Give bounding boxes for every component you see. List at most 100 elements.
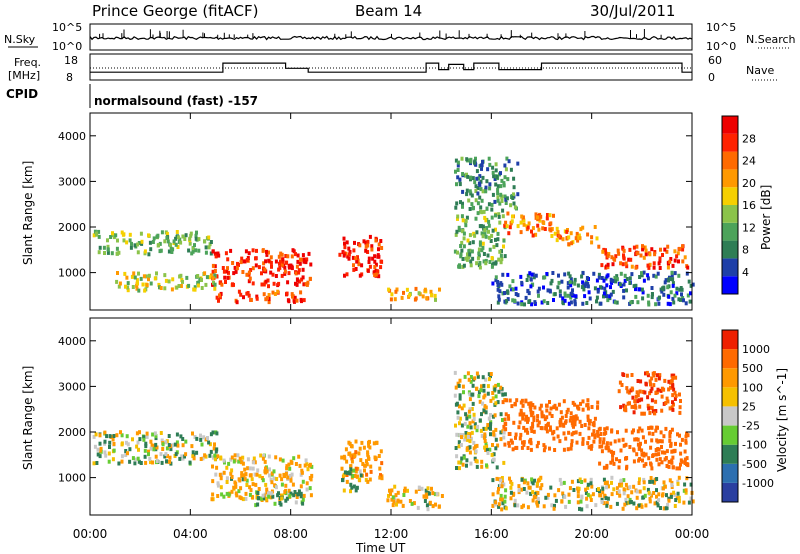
heatmap-cell: [248, 466, 252, 471]
heatmap-cell: [514, 286, 518, 291]
heatmap-cell: [285, 464, 289, 469]
heatmap-cell: [504, 488, 508, 493]
heatmap-cell: [535, 483, 539, 488]
colorbar-swatch: [722, 406, 738, 426]
heatmap-cell: [638, 489, 642, 494]
heatmap-cell: [392, 499, 396, 504]
heatmap-cell: [494, 394, 498, 399]
heatmap-cell: [494, 260, 498, 265]
heatmap-cell: [267, 491, 270, 495]
heatmap-cell: [622, 255, 626, 260]
heatmap-cell: [208, 453, 212, 458]
heatmap-cell: [267, 258, 271, 263]
heatmap-cell: [465, 414, 469, 419]
heatmap-cell: [241, 270, 245, 274]
heatmap-cell: [611, 262, 615, 267]
heatmap-cell: [486, 253, 490, 258]
heatmap-cell: [657, 452, 661, 457]
heatmap-cell: [677, 246, 681, 251]
heatmap-cell: [478, 399, 482, 404]
heatmap-cell: [473, 425, 477, 430]
heatmap-cell: [343, 241, 346, 246]
heatmap-cell: [602, 440, 605, 445]
heatmap-cell: [527, 291, 531, 296]
heatmap-cell: [569, 416, 573, 420]
heatmap-cell: [373, 265, 377, 269]
heatmap-cell: [157, 282, 161, 287]
y-tick-label: 2000: [58, 426, 86, 439]
heatmap-cell: [308, 486, 312, 491]
heatmap-cell: [567, 235, 571, 240]
heatmap-cell: [431, 491, 435, 496]
heatmap-cell: [401, 503, 405, 508]
heatmap-cell: [606, 265, 610, 270]
heatmap-cell: [484, 410, 488, 415]
heatmap-cell: [586, 398, 590, 403]
heatmap-cell: [468, 450, 472, 455]
heatmap-cell: [674, 375, 678, 380]
colorbar-tick-label: 24: [742, 155, 756, 168]
heatmap-cell: [484, 441, 488, 446]
heatmap-cell: [248, 473, 252, 478]
heatmap-cell: [671, 283, 675, 288]
heatmap-cell: [457, 264, 461, 269]
heatmap-cell: [664, 401, 668, 405]
heatmap-cell: [562, 431, 566, 436]
heatmap-cell: [272, 281, 276, 286]
heatmap-cell: [245, 483, 249, 487]
heatmap-cell: [167, 434, 171, 438]
heatmap-cell: [367, 256, 371, 261]
heatmap-cell: [530, 477, 534, 482]
heatmap-cell: [503, 254, 507, 259]
heatmap-cell: [628, 281, 632, 285]
heatmap-cell: [368, 264, 372, 269]
heatmap-cell: [677, 273, 681, 278]
heatmap-cell: [508, 284, 512, 289]
heatmap-cell: [458, 416, 462, 421]
heatmap-cell: [354, 450, 358, 455]
heatmap-cell: [454, 446, 458, 450]
heatmap-cell: [520, 445, 524, 450]
heatmap-cell: [540, 410, 544, 415]
colorbar-tick-label: -100: [742, 439, 767, 452]
heatmap-cell: [480, 459, 484, 464]
heatmap-cell: [473, 456, 477, 461]
heatmap-cell: [532, 418, 536, 423]
heatmap-cell: [494, 427, 498, 432]
heatmap-cell: [380, 461, 384, 466]
y-tick-label: 1000: [58, 267, 86, 280]
heatmap-cell: [345, 473, 349, 477]
heatmap-cell: [196, 274, 200, 278]
heatmap-cell: [468, 421, 472, 426]
heatmap-cell: [144, 460, 148, 465]
heatmap-cell: [545, 216, 549, 221]
heatmap-cell: [495, 476, 499, 481]
heatmap-cell: [483, 215, 487, 220]
heatmap-cell: [537, 293, 540, 298]
heatmap-cell: [137, 241, 141, 245]
heatmap-cell: [424, 492, 428, 497]
heatmap-cell: [345, 240, 349, 245]
heatmap-cell: [111, 437, 115, 442]
power-y-label: Slant Range [km]: [21, 161, 35, 265]
x-tick-label: 04:00: [173, 527, 208, 541]
heatmap-cell: [580, 285, 584, 290]
heatmap-cell: [482, 252, 486, 256]
heatmap-cell: [520, 505, 524, 510]
heatmap-cell: [455, 466, 458, 470]
heatmap-cell: [376, 253, 380, 258]
heatmap-cell: [368, 477, 372, 482]
heatmap-cell: [175, 432, 179, 437]
heatmap-cell: [501, 392, 505, 397]
heatmap-cell: [171, 277, 175, 282]
heatmap-cell: [478, 182, 482, 187]
heatmap-cell: [144, 441, 148, 446]
heatmap-cell: [630, 373, 634, 377]
heatmap-cell: [353, 474, 357, 478]
heatmap-cell: [579, 227, 583, 232]
heatmap-cell: [632, 245, 636, 250]
heatmap-cell: [475, 176, 479, 181]
heatmap-cell: [184, 439, 188, 444]
heatmap-cell: [396, 499, 400, 504]
heatmap-cell: [615, 486, 619, 491]
